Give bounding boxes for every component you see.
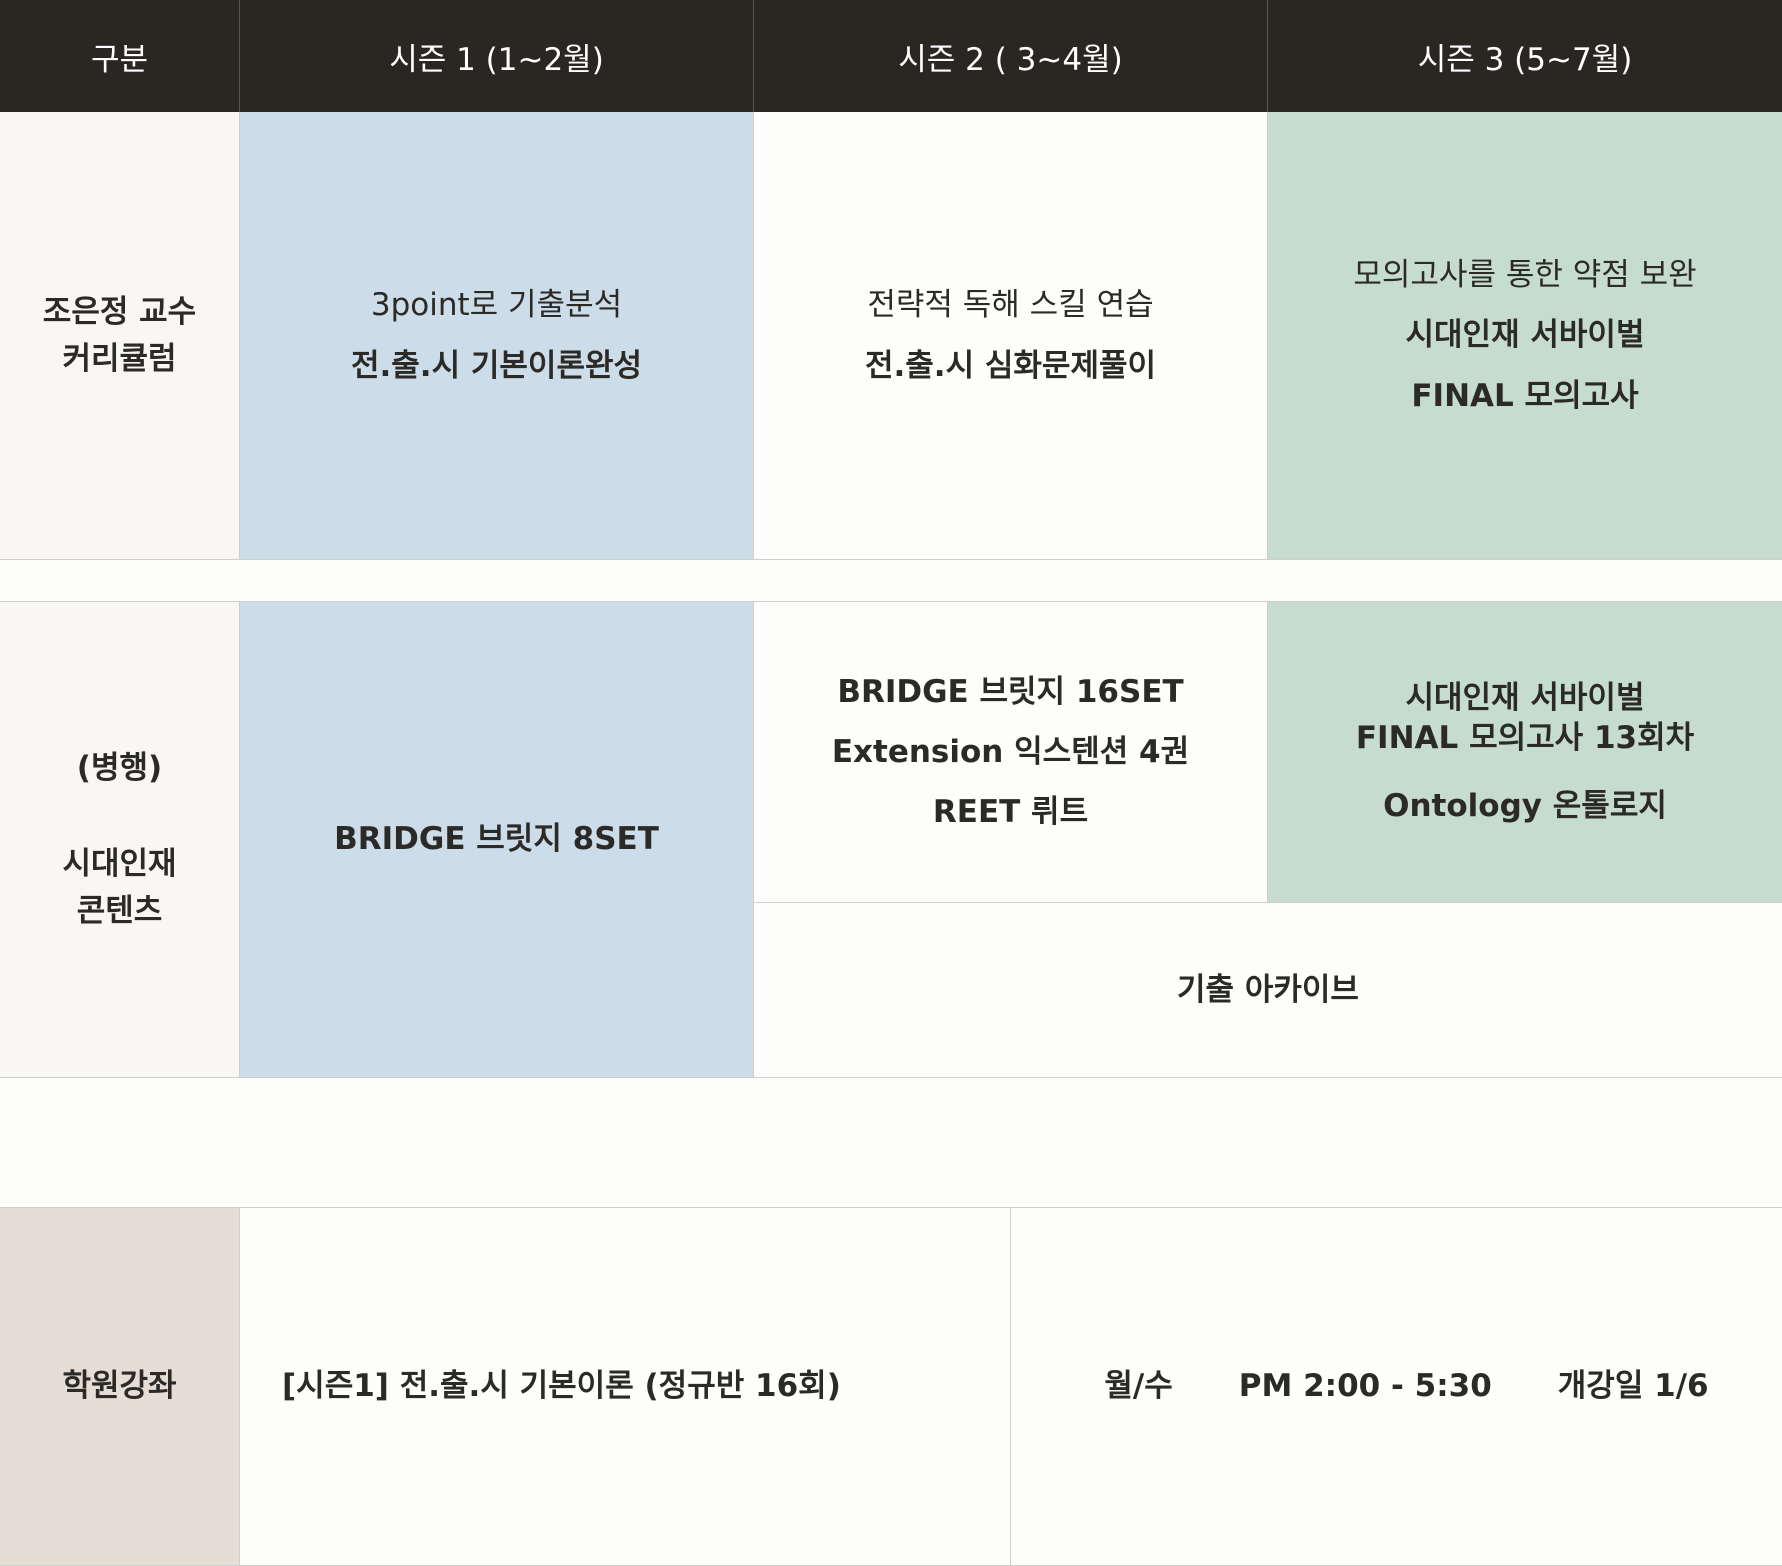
curriculum-season1-cell: 3point로 기출분석 전.출.시 기본이론완성: [239, 112, 753, 560]
contents-season2-cell: BRIDGE 브릿지 16SET Extension 익스텐션 4권 REET …: [753, 601, 1267, 902]
contents-season3-line2: FINAL 모의고사 13회차: [1355, 719, 1695, 756]
contents-season2-item: Extension 익스텐션 4권: [831, 733, 1190, 770]
contents-label-line3: 콘텐츠: [76, 892, 163, 929]
academy-time: PM 2:00 - 5:30: [1238, 1368, 1492, 1405]
curriculum-season1-main: 전.출.시 기본이론완성: [350, 347, 643, 384]
contents-season2-item: REET 뤼트: [932, 794, 1089, 831]
academy-course-title: [시즌1] 전.출.시 기본이론 (정규반 16회): [282, 1368, 841, 1405]
contents-season1-cell: BRIDGE 브릿지 8SET: [239, 601, 753, 1078]
curriculum-season3-main2: FINAL 모의고사: [1411, 377, 1639, 414]
contents-archive-text: 기출 아카이브: [1177, 971, 1359, 1008]
header-season2: 시즌 2 ( 3~4월): [753, 0, 1267, 112]
contents-label-line2: 시대인재: [62, 846, 177, 883]
curriculum-label-line1: 조은정 교수: [42, 294, 197, 331]
curriculum-season2-main: 전.출.시 심화문제풀이: [864, 347, 1157, 384]
header-season3: 시즌 3 (5~7월): [1267, 0, 1782, 112]
academy-start-date: 개강일 1/6: [1557, 1368, 1709, 1405]
academy-course-cell: [시즌1] 전.출.시 기본이론 (정규반 16회): [239, 1207, 1010, 1566]
curriculum-season3-main1: 시대인재 서바이벌: [1405, 317, 1645, 354]
curriculum-season3-sub: 모의고사를 통한 약점 보완: [1353, 257, 1697, 294]
academy-schedule-cell: 월/수 PM 2:00 - 5:30 개강일 1/6: [1010, 1207, 1782, 1566]
contents-season1-text: BRIDGE 브릿지 8SET: [334, 821, 659, 858]
table-header: 구분 시즌 1 (1~2월) 시즌 2 ( 3~4월) 시즌 3 (5~7월): [0, 0, 1782, 112]
curriculum-season3-cell: 모의고사를 통한 약점 보완 시대인재 서바이벌 FINAL 모의고사: [1267, 112, 1782, 560]
curriculum-label-line2: 커리큘럼: [62, 340, 177, 377]
contents-season2-item: BRIDGE 브릿지 16SET: [837, 673, 1184, 710]
header-category: 구분: [90, 41, 149, 78]
academy-label: 학원강좌: [62, 1368, 177, 1405]
contents-label-cell: (병행) 시대인재 콘텐츠: [0, 601, 239, 1078]
contents-label-line1: (병행): [76, 750, 163, 787]
contents-season3-cell: 시대인재 서바이벌 FINAL 모의고사 13회차 Ontology 온톨로지: [1267, 601, 1782, 902]
header-season1: 시즌 1 (1~2월): [239, 0, 753, 112]
academy-schedule: 월/수 PM 2:00 - 5:30 개강일 1/6: [1104, 1366, 1708, 1406]
curriculum-label-cell: 조은정 교수 커리큘럼: [0, 112, 239, 560]
curriculum-season2-cell: 전략적 독해 스킬 연습 전.출.시 심화문제풀이: [753, 112, 1267, 560]
curriculum-season1-sub: 3point로 기출분석: [370, 287, 623, 324]
contents-season3-line1: 시대인재 서바이벌: [1405, 679, 1645, 716]
academy-days: 월/수: [1104, 1368, 1173, 1405]
contents-archive-cell: 기출 아카이브: [753, 902, 1782, 1078]
curriculum-season2-sub: 전략적 독해 스킬 연습: [867, 287, 1154, 324]
academy-label-cell: 학원강좌: [0, 1207, 239, 1566]
contents-season3-line3: Ontology 온톨로지: [1383, 788, 1667, 825]
